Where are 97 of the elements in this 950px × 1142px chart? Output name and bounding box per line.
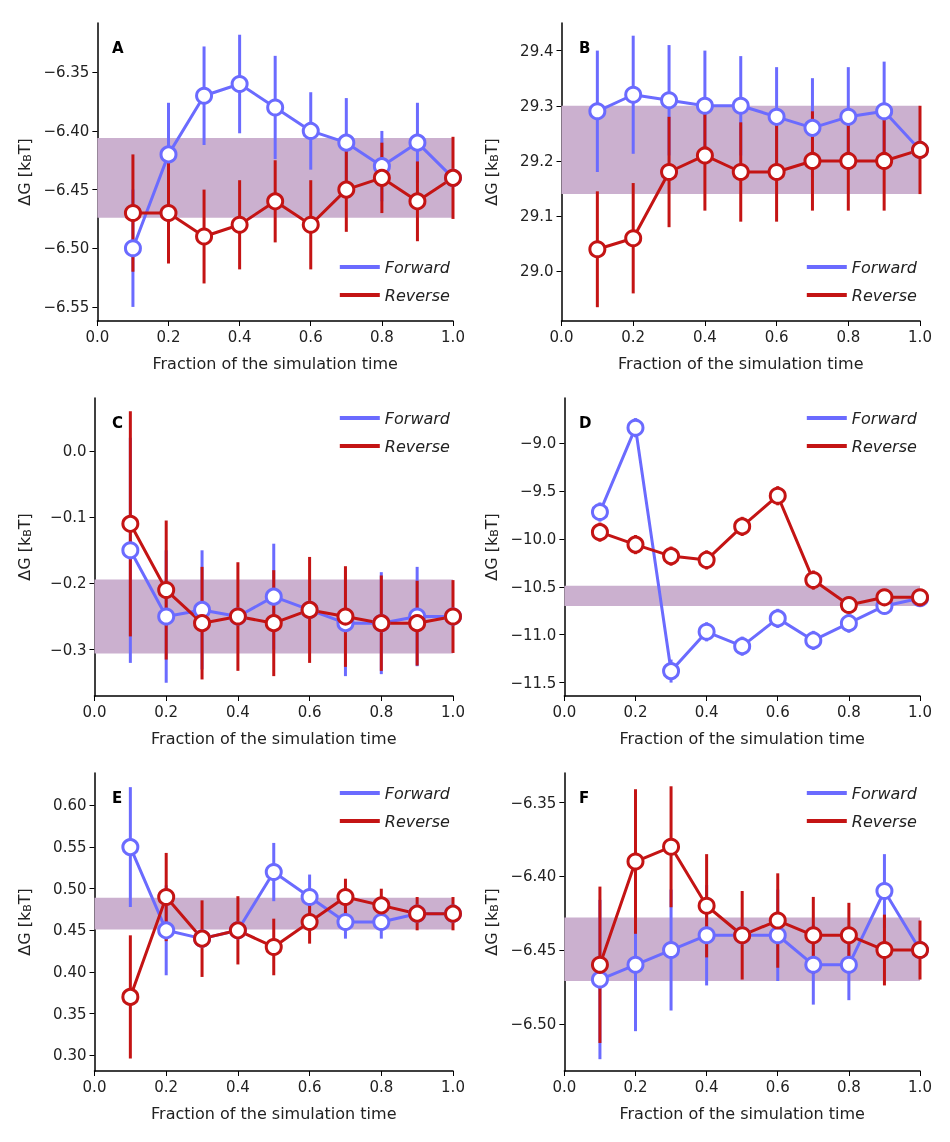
x-axis-title: Fraction of the simulation time: [151, 1103, 397, 1123]
x-tick-label: 0.6: [764, 327, 789, 346]
legend-label: Reverse: [384, 285, 450, 305]
y-axis-title: ΔG [kBT]: [481, 138, 501, 206]
y-tick-label: 29.1: [520, 207, 554, 226]
x-tick-label: 1.0: [441, 327, 465, 346]
y-tick-label: −6.45: [510, 941, 557, 960]
x-tick-label: 0.0: [85, 327, 110, 346]
y-tick-label: −6.40: [43, 121, 90, 140]
y-tick-label: −6.40: [510, 867, 557, 886]
x-axis-title: Fraction of the simulation time: [152, 353, 398, 373]
y-tick-label: −6.55: [43, 297, 90, 316]
y-tick-label: −6.50: [510, 1014, 557, 1033]
x-tick-label: 0.6: [297, 1077, 322, 1096]
x-tick-label: 0.0: [552, 702, 577, 721]
x-tick-label: 0.4: [225, 702, 250, 721]
x-axis-title: Fraction of the simulation time: [619, 1103, 865, 1123]
legend-label: Reverse: [851, 811, 917, 831]
y-tick-label: 0.35: [53, 1004, 87, 1023]
x-tick-label: 0.0: [82, 702, 107, 721]
x-tick-label: 0.4: [227, 327, 252, 346]
x-tick-label: 0.0: [552, 1077, 577, 1096]
y-tick-label: 0.55: [53, 838, 87, 857]
legend-label: Forward: [384, 408, 451, 428]
x-tick-label: 0.2: [623, 702, 648, 721]
x-tick-label: 0.6: [297, 702, 322, 721]
x-tick-label: 0.4: [694, 1077, 719, 1096]
y-tick-label: −0.2: [50, 574, 87, 593]
x-tick-label: 1.0: [441, 702, 465, 721]
x-tick-label: 0.2: [623, 1077, 648, 1096]
y-tick-label: −9.5: [519, 481, 557, 500]
x-tick-label: 1.0: [908, 1077, 932, 1096]
legend-label: Forward: [851, 783, 918, 803]
text: D: [579, 413, 592, 432]
legend-label: Forward: [384, 783, 451, 803]
x-tick-label: 0.2: [154, 1077, 179, 1096]
text: A: [112, 38, 124, 57]
legend-label: Forward: [851, 257, 918, 277]
y-tick-label: 0.45: [53, 921, 87, 940]
x-tick-label: 0.8: [836, 1077, 861, 1096]
text: E: [112, 788, 123, 807]
y-tick-label: −6.45: [43, 180, 90, 199]
legend-label: Forward: [851, 408, 918, 428]
y-tick-label: 0.0: [62, 441, 87, 460]
x-tick-label: 0.8: [369, 1077, 394, 1096]
y-tick-label: −10.5: [510, 577, 557, 596]
y-tick-label: 0.50: [53, 879, 87, 898]
y-tick-label: −10.0: [510, 529, 557, 548]
legend-label: Reverse: [384, 436, 450, 456]
x-tick-label: 0.0: [549, 327, 574, 346]
y-tick-label: 29.3: [520, 96, 554, 115]
text: F: [579, 788, 590, 807]
x-tick-label: 0.4: [694, 702, 719, 721]
legend-label: Reverse: [851, 285, 917, 305]
x-tick-label: 0.2: [154, 702, 179, 721]
y-tick-label: 29.4: [520, 41, 554, 60]
y-tick-label: 29.0: [520, 262, 554, 281]
y-axis-title: ΔG [kBT]: [14, 138, 34, 206]
x-tick-label: 0.6: [765, 1077, 790, 1096]
x-axis-title: Fraction of the simulation time: [619, 728, 865, 748]
x-tick-label: 0.2: [621, 327, 646, 346]
y-tick-label: −9.0: [519, 434, 557, 453]
x-tick-label: 0.4: [692, 327, 717, 346]
x-tick-label: 1.0: [908, 702, 932, 721]
x-axis-title: Fraction of the simulation time: [151, 728, 397, 748]
y-tick-label: 0.30: [53, 1046, 87, 1065]
x-tick-label: 0.8: [369, 327, 394, 346]
y-axis-title: ΔG [kBT]: [481, 888, 501, 956]
x-tick-label: 0.8: [836, 327, 861, 346]
y-axis-title: ΔG [kBT]: [14, 888, 34, 956]
y-tick-label: 0.60: [53, 796, 87, 815]
y-tick-label: −0.1: [50, 508, 87, 527]
y-axis-title: ΔG [kBT]: [14, 513, 34, 581]
text: C: [112, 413, 124, 432]
y-tick-label: −6.35: [43, 63, 90, 82]
y-tick-label: −6.50: [43, 239, 90, 258]
x-tick-label: 1.0: [908, 327, 932, 346]
x-tick-label: 0.8: [369, 702, 394, 721]
x-tick-label: 1.0: [441, 1077, 465, 1096]
y-tick-label: −6.35: [510, 793, 557, 812]
y-tick-label: 29.2: [520, 151, 554, 170]
x-tick-label: 0.2: [156, 327, 181, 346]
y-tick-label: −0.3: [50, 640, 87, 659]
legend-label: Reverse: [851, 436, 917, 456]
y-axis-title: ΔG [kBT]: [481, 513, 501, 581]
text: B: [579, 38, 591, 57]
x-tick-label: 0.8: [836, 702, 861, 721]
legend-label: Reverse: [384, 811, 450, 831]
x-tick-label: 0.6: [298, 327, 323, 346]
legend-label: Forward: [384, 257, 451, 277]
x-tick-label: 0.0: [82, 1077, 107, 1096]
x-axis-title: Fraction of the simulation time: [618, 353, 864, 373]
y-tick-label: 0.40: [53, 962, 87, 981]
y-tick-label: −11.5: [510, 673, 557, 692]
x-tick-label: 0.6: [765, 702, 790, 721]
x-tick-label: 0.4: [225, 1077, 250, 1096]
y-tick-label: −11.0: [510, 625, 557, 644]
